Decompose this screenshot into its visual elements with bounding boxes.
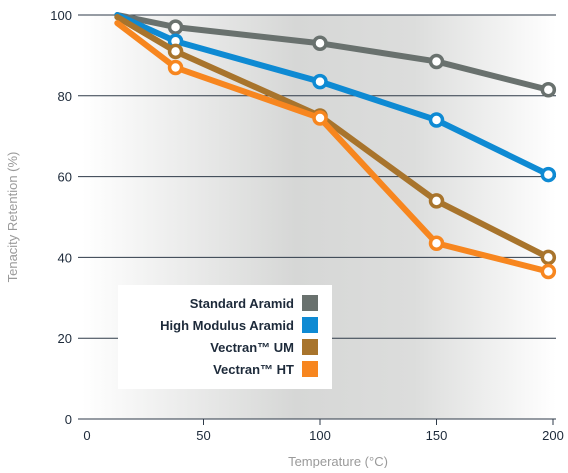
legend-label: Standard Aramid [190, 296, 294, 311]
axes: 0 20 40 60 80 100 0 50 100 150 200 [50, 8, 564, 443]
legend-label: High Modulus Aramid [160, 318, 294, 333]
series-point [167, 59, 184, 76]
legend-swatch [302, 339, 318, 355]
y-tick-label: 40 [58, 250, 72, 265]
legend-label: Vectran™ UM [210, 340, 294, 355]
x-axis-label: Temperature (°C) [288, 454, 388, 468]
series-point [312, 73, 328, 90]
series-point [428, 53, 445, 70]
series-group [114, 12, 557, 280]
y-tick-label: 60 [58, 170, 72, 185]
legend-swatch [302, 317, 318, 333]
legend-swatch [302, 361, 318, 377]
legend-box [118, 285, 332, 389]
y-tick-label: 100 [50, 8, 72, 23]
x-tick-label: 50 [196, 428, 210, 443]
y-tick-label: 20 [58, 331, 72, 346]
x-tick-label: 0 [83, 428, 90, 443]
series-0 [114, 12, 557, 98]
series-point [540, 166, 557, 183]
y-tick-label: 80 [58, 89, 72, 104]
series-point [540, 263, 557, 280]
y-tick-label: 0 [65, 412, 72, 427]
series-point [167, 19, 184, 35]
legend: Standard Aramid High Modulus Aramid Vectra… [118, 285, 332, 389]
series-1 [114, 12, 557, 183]
series-point [428, 112, 445, 128]
legend-swatch [302, 295, 318, 311]
x-tick-label: 100 [309, 428, 331, 443]
series-point [167, 43, 184, 60]
series-point [540, 249, 557, 266]
series-point [428, 193, 445, 209]
x-tick-label: 200 [542, 428, 564, 443]
series-3 [114, 20, 557, 280]
legend-label: Vectran™ HT [213, 362, 294, 377]
series-point [428, 235, 445, 252]
x-tick-label: 150 [426, 428, 448, 443]
series-point [312, 35, 328, 52]
series-point [312, 110, 328, 126]
y-axis-label: Tenacity Retention (%) [5, 152, 20, 283]
series-point [540, 81, 557, 98]
